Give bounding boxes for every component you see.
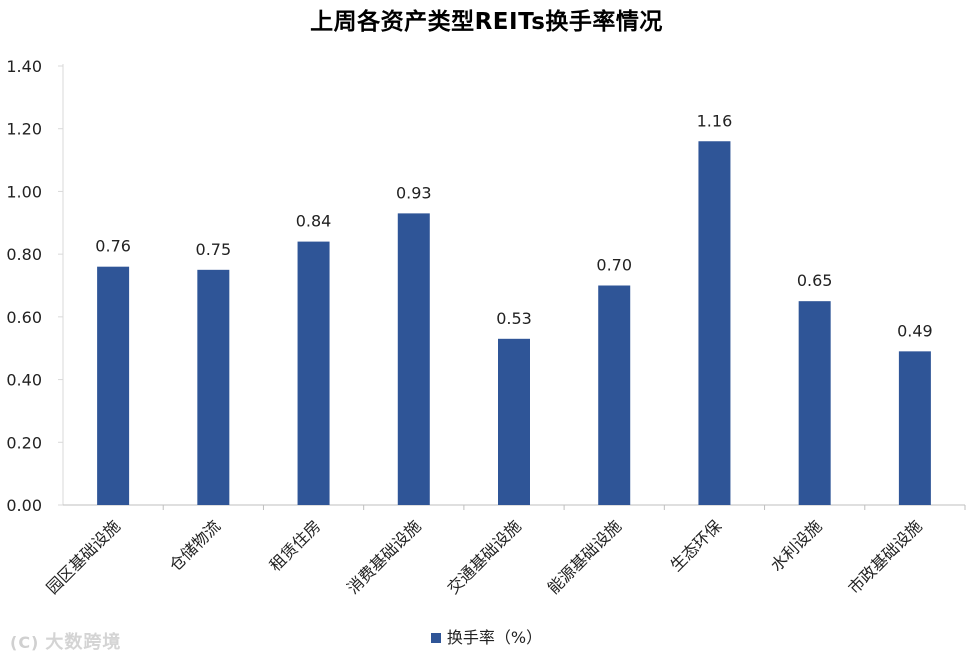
bar — [598, 285, 631, 505]
y-tick-label: 0.60 — [6, 308, 42, 327]
bar-value-label: 0.93 — [396, 183, 432, 202]
bar — [97, 266, 130, 505]
bar — [698, 141, 731, 505]
bar-value-label: 0.49 — [897, 321, 933, 340]
bar — [397, 213, 430, 505]
y-tick-label: 1.40 — [6, 57, 42, 76]
x-tick-label: 租赁住房 — [266, 516, 325, 575]
y-tick-label: 0.40 — [6, 371, 42, 390]
watermark-logo-icon: (C) — [10, 633, 40, 652]
legend: 换手率（%） — [0, 624, 973, 648]
x-tick-label: 园区基础设施 — [43, 516, 124, 597]
legend-swatch — [430, 632, 441, 643]
y-tick-label: 0.00 — [6, 496, 42, 515]
watermark: (C) 大数跨境 — [10, 628, 121, 654]
bar — [798, 301, 831, 505]
y-tick-label: 1.00 — [6, 182, 42, 201]
watermark-text: 大数跨境 — [45, 632, 122, 653]
x-tick-label: 生态环保 — [667, 516, 726, 575]
bar-value-label: 0.65 — [797, 271, 833, 290]
x-tick-label: 消费基础设施 — [343, 516, 424, 597]
x-tick-label: 仓储物流 — [165, 516, 224, 575]
x-tick-label: 水利设施 — [767, 516, 826, 575]
legend-label: 换手率（%） — [446, 628, 543, 647]
bar — [898, 351, 931, 505]
bar-value-label: 0.53 — [496, 309, 532, 328]
bar-value-label: 0.70 — [596, 256, 632, 275]
bar — [197, 269, 230, 505]
y-tick-label: 0.80 — [6, 245, 42, 264]
bar-value-label: 0.76 — [95, 237, 131, 256]
bar-value-label: 0.75 — [196, 240, 232, 259]
bar — [498, 338, 530, 505]
y-tick-label: 0.20 — [6, 433, 42, 452]
chart-title: 上周各资产类型REITs换手率情况 — [310, 9, 663, 35]
x-tick-label: 能源基础设施 — [544, 516, 625, 597]
x-tick-label: 交通基础设施 — [444, 516, 525, 597]
x-tick-label: 市政基础设施 — [844, 516, 925, 597]
bar — [297, 241, 330, 505]
bar-value-label: 0.84 — [296, 212, 332, 231]
bar-value-label: 1.16 — [697, 111, 733, 130]
y-tick-label: 1.20 — [6, 120, 42, 139]
